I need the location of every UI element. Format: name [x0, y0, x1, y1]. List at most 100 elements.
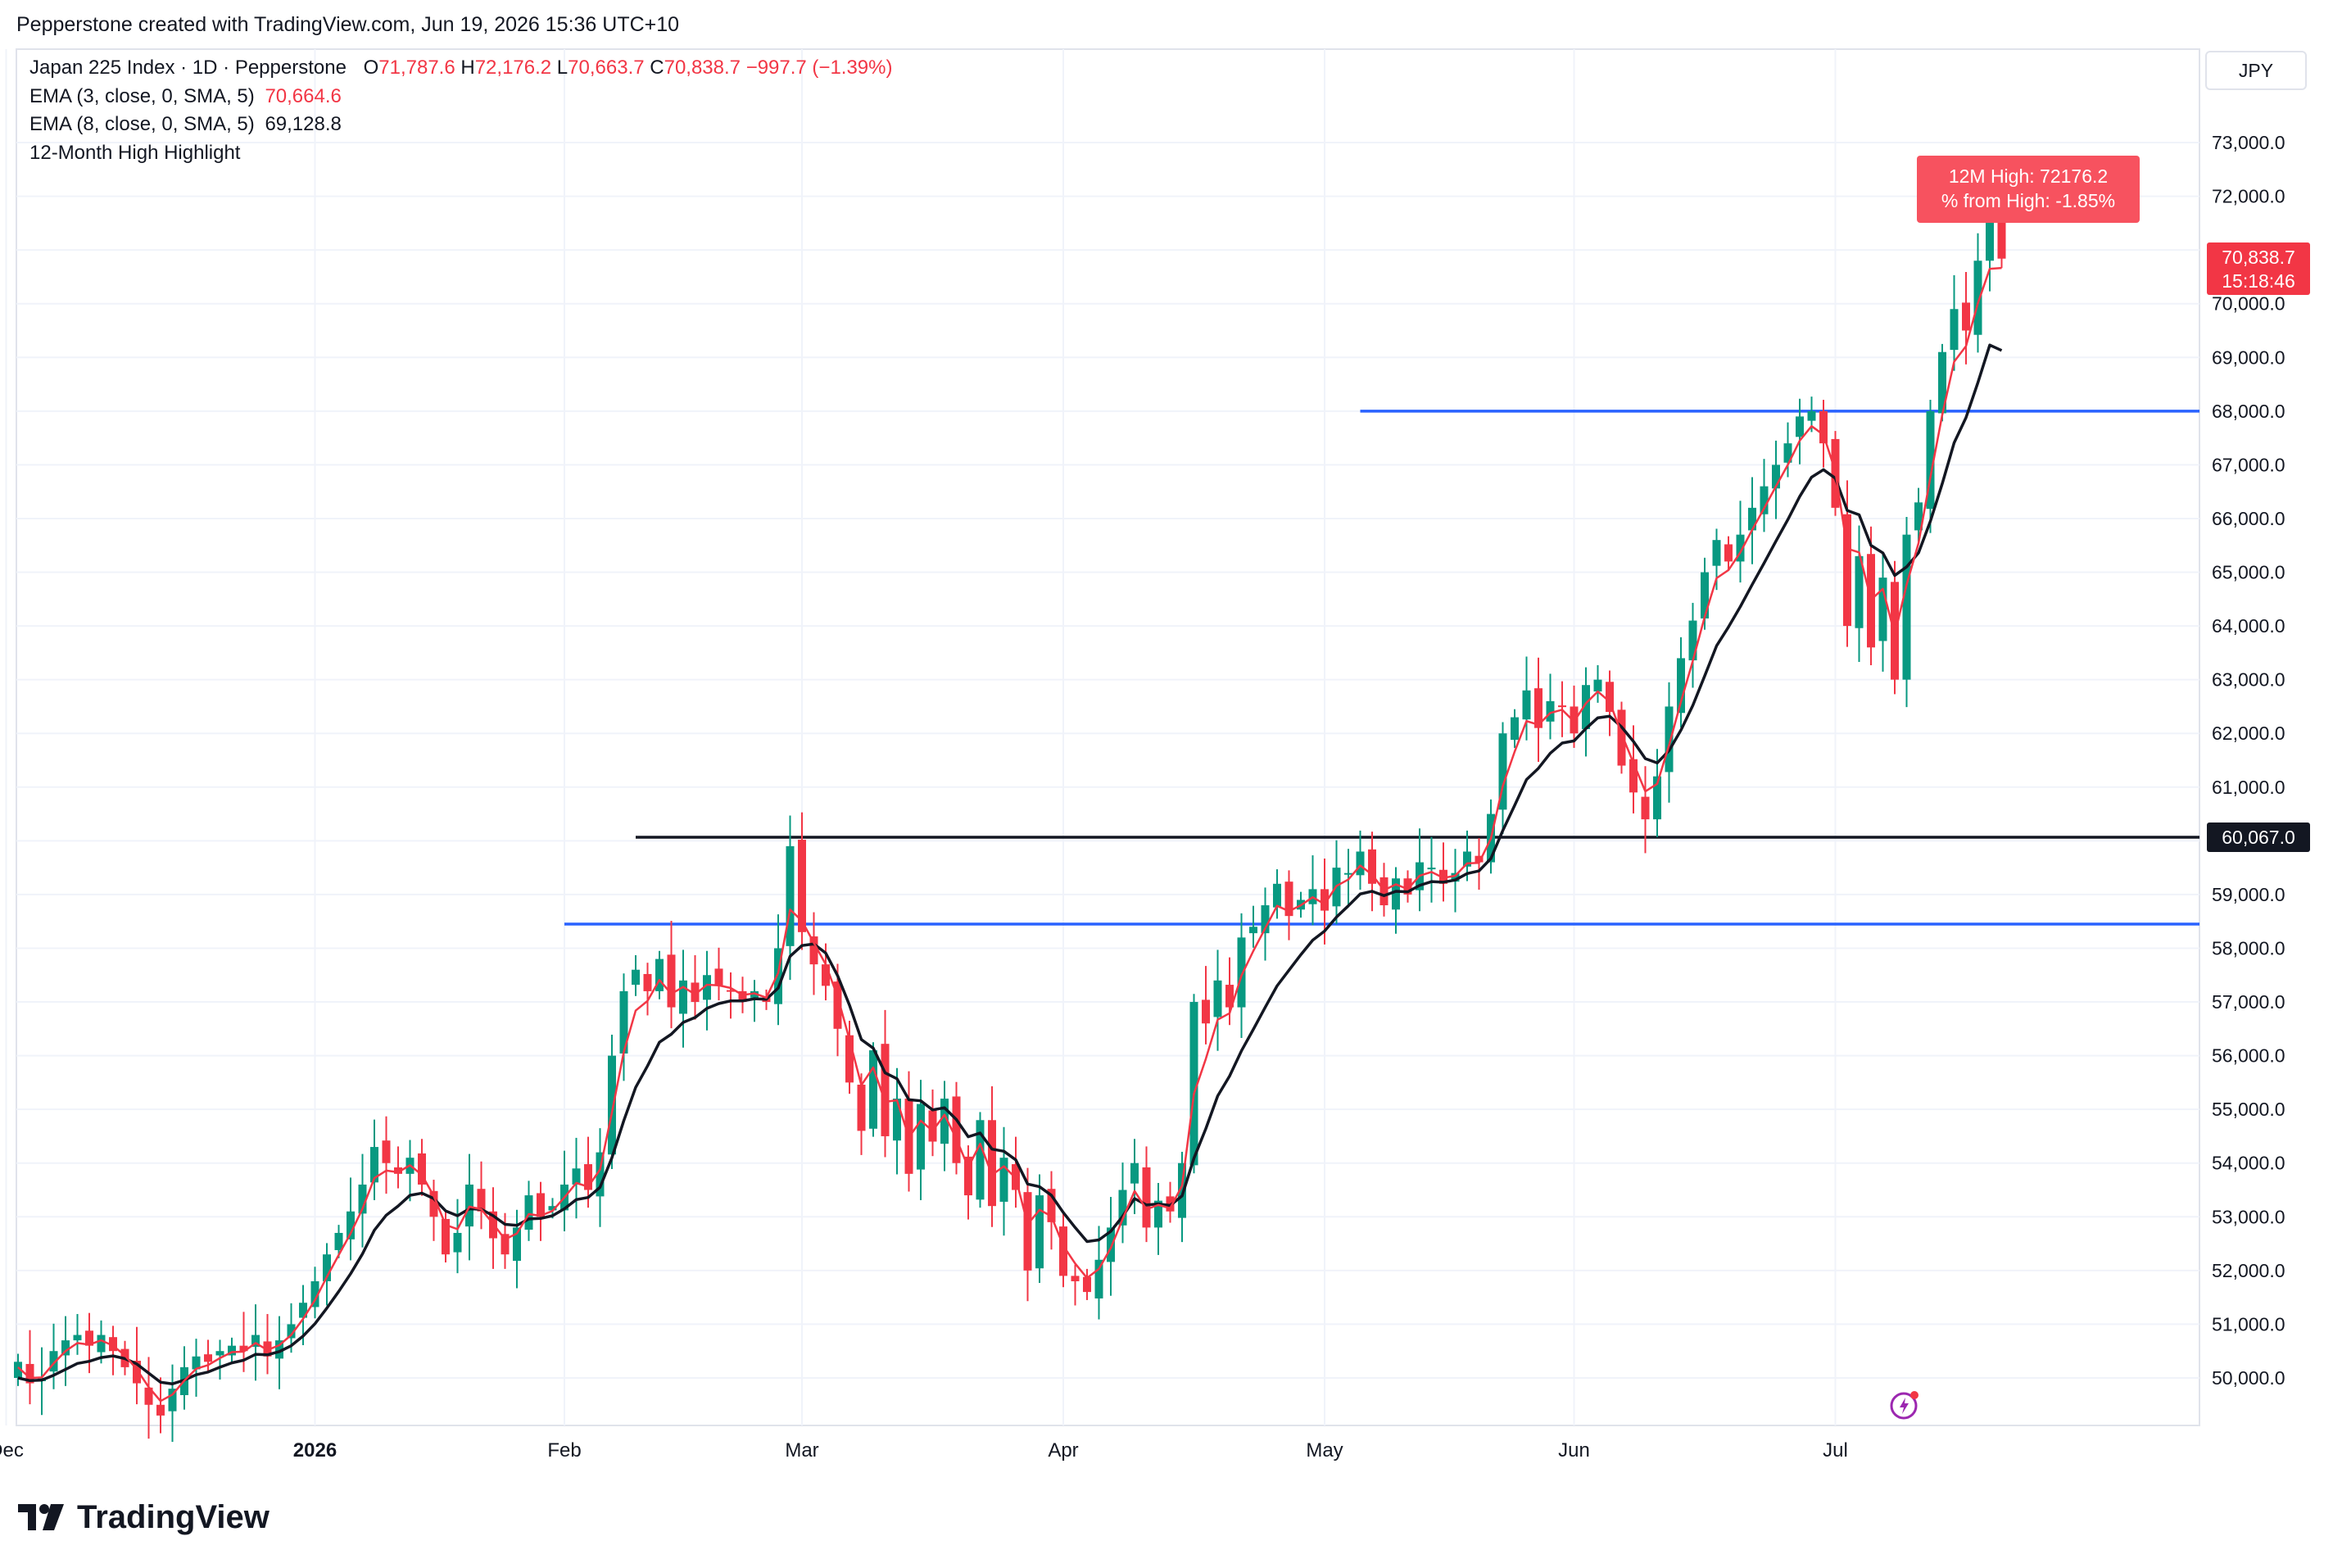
ema8-name: EMA (8, close, 0, SMA, 5)	[29, 113, 255, 135]
candle-body	[1321, 889, 1329, 911]
candle-body	[1712, 540, 1721, 566]
candle	[1724, 536, 1733, 570]
candle	[655, 950, 664, 999]
candle-body	[833, 981, 842, 1029]
candle-body	[869, 1050, 877, 1129]
candle-body	[1225, 985, 1234, 1008]
legend-ema8-row[interactable]: EMA (8, close, 0, SMA, 5) 69,128.8	[29, 111, 892, 139]
y-tick-label: 70,000.0	[2212, 293, 2285, 315]
candle	[310, 1267, 319, 1319]
y-tick-label: 62,000.0	[2212, 723, 2285, 744]
candle	[1332, 840, 1341, 924]
candle	[1284, 870, 1293, 940]
ema3-value: 70,664.6	[265, 84, 342, 107]
candle	[1582, 667, 1590, 757]
candle-body	[97, 1335, 106, 1353]
y-tick-label: 56,000.0	[2212, 1045, 2285, 1067]
candle-body	[382, 1140, 391, 1163]
candle	[442, 1211, 450, 1263]
candle-body	[1451, 872, 1460, 882]
candle	[501, 1212, 510, 1269]
candle-body	[1617, 709, 1626, 766]
tradingview-logo-icon	[18, 1504, 64, 1530]
candle-body	[1736, 534, 1745, 562]
legend-highlight-row[interactable]: 12-Month High Highlight	[29, 139, 892, 168]
y-tick-label: 54,000.0	[2212, 1153, 2285, 1174]
candle-body	[1047, 1189, 1056, 1222]
y-tick-label: 61,000.0	[2212, 777, 2285, 798]
legend-ema3-row[interactable]: EMA (3, close, 0, SMA, 5) 70,664.6	[29, 83, 892, 111]
candle	[1475, 838, 1484, 890]
candle-body	[1819, 410, 1828, 444]
candle	[405, 1140, 415, 1202]
candle-body	[1463, 851, 1471, 867]
candle	[168, 1364, 177, 1443]
candle-body	[976, 1120, 985, 1200]
candle-body	[1427, 868, 1436, 870]
candle	[940, 1081, 949, 1171]
candle-body	[1284, 881, 1293, 917]
candle	[988, 1085, 996, 1227]
y-tick-label: 64,000.0	[2212, 615, 2285, 637]
candle-body	[168, 1389, 177, 1412]
candle	[477, 1161, 486, 1230]
candle-body	[1926, 410, 1935, 510]
ema3-line	[17, 266, 2002, 1403]
candle-body	[1855, 555, 1864, 628]
candle-body	[61, 1340, 70, 1356]
candle-body	[215, 1351, 224, 1356]
tradingview-logo[interactable]: TradingView	[18, 1498, 270, 1537]
x-tick-label: Jun	[1558, 1439, 1590, 1462]
candle	[1249, 905, 1257, 948]
x-tick-label: Jul	[1823, 1439, 1848, 1462]
y-tick-label: 68,000.0	[2212, 401, 2285, 422]
lightning-icon[interactable]	[1889, 1388, 1922, 1421]
candle	[14, 1353, 22, 1386]
candle-body	[1273, 883, 1281, 908]
candle	[1546, 673, 1555, 740]
y-tick-label: 57,000.0	[2212, 991, 2285, 1013]
candle-body	[596, 1152, 605, 1197]
logo-text: TradingView	[77, 1498, 270, 1535]
candle-body	[1261, 905, 1270, 934]
candle-body	[1748, 507, 1756, 531]
high-label-line1: 12M High: 72176.2	[1948, 165, 2109, 187]
candle-body	[1629, 759, 1638, 793]
candle-body	[1142, 1167, 1151, 1228]
candle	[999, 1126, 1008, 1236]
candle-body	[1950, 309, 1959, 351]
candle	[928, 1089, 937, 1157]
candle	[1772, 440, 1780, 519]
candle-body	[988, 1120, 996, 1207]
x-tick-label: May	[1306, 1439, 1343, 1462]
symbol-name[interactable]: Japan 225 Index · 1D · Pepperstone	[29, 57, 347, 79]
candle-body	[1534, 688, 1542, 728]
candle	[1938, 343, 1946, 422]
candle	[1094, 1226, 1103, 1320]
time-axis: Dec 2026 Feb Mar Apr May Jun Jul	[0, 1439, 1848, 1462]
candle-body	[1118, 1190, 1127, 1226]
twelve-month-high-label: 12M High: 72176.2 % from High: -1.85%	[1917, 156, 2140, 223]
candle-body	[655, 958, 664, 991]
chart-credit: Pepperstone created with TradingView.com…	[16, 13, 680, 36]
candle-body	[917, 1103, 925, 1170]
candle-body	[1641, 796, 1650, 820]
candle-body	[1724, 544, 1733, 562]
candle-body	[1356, 851, 1365, 876]
candle	[85, 1312, 93, 1374]
candle-body	[1023, 1192, 1032, 1271]
candle-body	[465, 1184, 473, 1227]
currency-button[interactable]: JPY	[2205, 51, 2307, 90]
candle-body	[1546, 700, 1555, 722]
candle	[1439, 842, 1447, 902]
candle-body	[287, 1324, 296, 1339]
candle	[1878, 553, 1887, 672]
candle-body	[1867, 554, 1875, 648]
candle	[572, 1137, 581, 1219]
candle-body	[299, 1303, 307, 1318]
candle-body	[1997, 207, 2006, 259]
high-label-line2: % from High: -1.85%	[1941, 190, 2116, 211]
y-tick-label: 66,000.0	[2212, 508, 2285, 529]
candle	[1344, 849, 1352, 905]
